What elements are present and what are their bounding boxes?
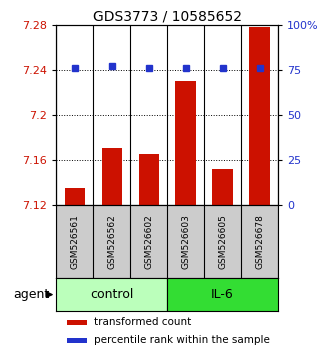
Title: GDS3773 / 10585652: GDS3773 / 10585652 — [93, 10, 242, 24]
Bar — [68, 338, 87, 343]
Bar — [175, 81, 196, 205]
Bar — [213, 169, 233, 205]
Text: GSM526603: GSM526603 — [181, 214, 190, 269]
Text: GSM526602: GSM526602 — [144, 214, 153, 269]
Text: control: control — [90, 288, 133, 301]
Text: GSM526561: GSM526561 — [70, 214, 79, 269]
Text: GSM526605: GSM526605 — [218, 214, 227, 269]
Bar — [102, 148, 122, 205]
Text: GSM526678: GSM526678 — [255, 214, 264, 269]
Bar — [65, 188, 85, 205]
Bar — [138, 154, 159, 205]
Text: percentile rank within the sample: percentile rank within the sample — [94, 335, 270, 345]
Text: transformed count: transformed count — [94, 317, 191, 327]
Text: agent: agent — [13, 288, 50, 301]
Text: GSM526562: GSM526562 — [107, 214, 116, 269]
Bar — [249, 27, 270, 205]
Bar — [68, 320, 87, 325]
Text: IL-6: IL-6 — [211, 288, 234, 301]
